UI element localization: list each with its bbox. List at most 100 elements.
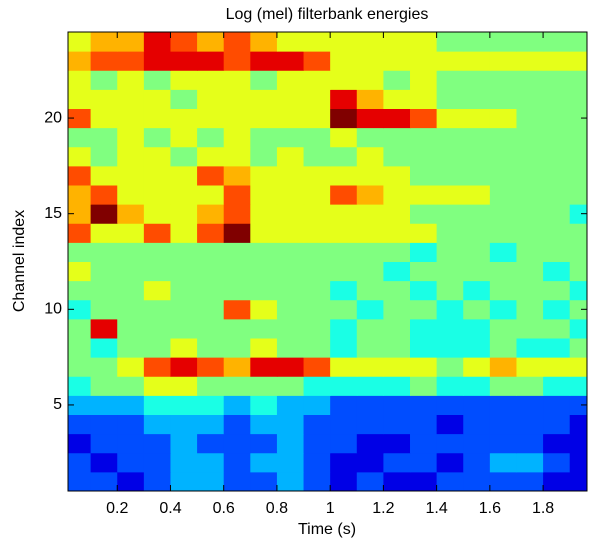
cell [303,395,331,415]
cell [223,146,251,167]
cell [90,338,118,358]
cell [543,338,571,358]
cell [223,51,251,71]
cell [330,165,358,186]
cell [569,204,587,224]
cell [143,32,171,52]
cell [516,318,544,339]
cell [276,223,305,243]
cell [223,242,251,262]
cell [250,433,278,454]
cell [463,471,491,491]
cell [356,318,384,339]
cell [276,165,305,186]
cell [250,299,278,320]
cell [356,127,384,148]
cell [489,452,517,473]
cell [569,414,587,435]
cell [356,146,384,167]
cell [117,242,145,262]
x-tick-label: 0.6 [213,500,235,517]
cell [303,185,331,205]
cell [90,185,118,205]
cell [276,242,305,262]
cell [223,223,251,243]
cell [303,414,331,435]
cell [330,70,358,90]
cell [303,127,331,148]
cell [303,280,331,301]
cell [516,146,544,167]
cell [303,318,331,339]
cell [117,89,145,109]
cell [250,185,278,205]
chart-title: Log (mel) filterbank energies [226,6,429,23]
cell [170,318,198,339]
cell [410,338,438,358]
cell [436,146,464,167]
y-tick-label: 15 [44,205,62,222]
cell [489,204,517,224]
cell [276,395,305,415]
cell [143,146,171,167]
cell [516,471,544,491]
cell [410,299,438,320]
cell [463,223,491,243]
cell [170,165,198,186]
cell [463,299,491,320]
cell [383,70,411,90]
cell [276,452,305,473]
cell [276,32,305,52]
cell [410,146,438,167]
cell [330,452,358,473]
cell [303,70,331,90]
cell [90,242,118,262]
cell [383,471,411,491]
cell [330,89,358,109]
cell [489,165,517,186]
cell [197,32,225,52]
cell [117,185,145,205]
y-tick-label: 10 [44,301,62,318]
cell [143,395,171,415]
cell [90,51,118,71]
cell [410,89,438,109]
cell [90,433,118,454]
cell [197,318,225,339]
x-tick-label: 1.6 [479,500,501,517]
cell [117,318,145,339]
cell [436,261,464,282]
cell [489,108,517,129]
cell [197,204,225,224]
cell [90,70,118,90]
cell [463,242,491,262]
cell [543,471,571,491]
cell [143,70,171,90]
cell [170,223,198,243]
cell [143,414,171,435]
cell [117,471,145,491]
cell [330,32,358,52]
cell [383,51,411,71]
cell [569,89,587,109]
cell [330,51,358,71]
cell [68,204,92,224]
cell [383,89,411,109]
cell [356,165,384,186]
cell [489,146,517,167]
cell [117,146,145,167]
cell [276,108,305,129]
cell [143,165,171,186]
cell [463,127,491,148]
cell [356,108,384,129]
cell [68,395,92,415]
cell [276,318,305,339]
cell [330,299,358,320]
cell [383,338,411,358]
cell [303,51,331,71]
cell [436,89,464,109]
cell [197,376,225,396]
cell [170,51,198,71]
cell [410,51,438,71]
cell [276,299,305,320]
